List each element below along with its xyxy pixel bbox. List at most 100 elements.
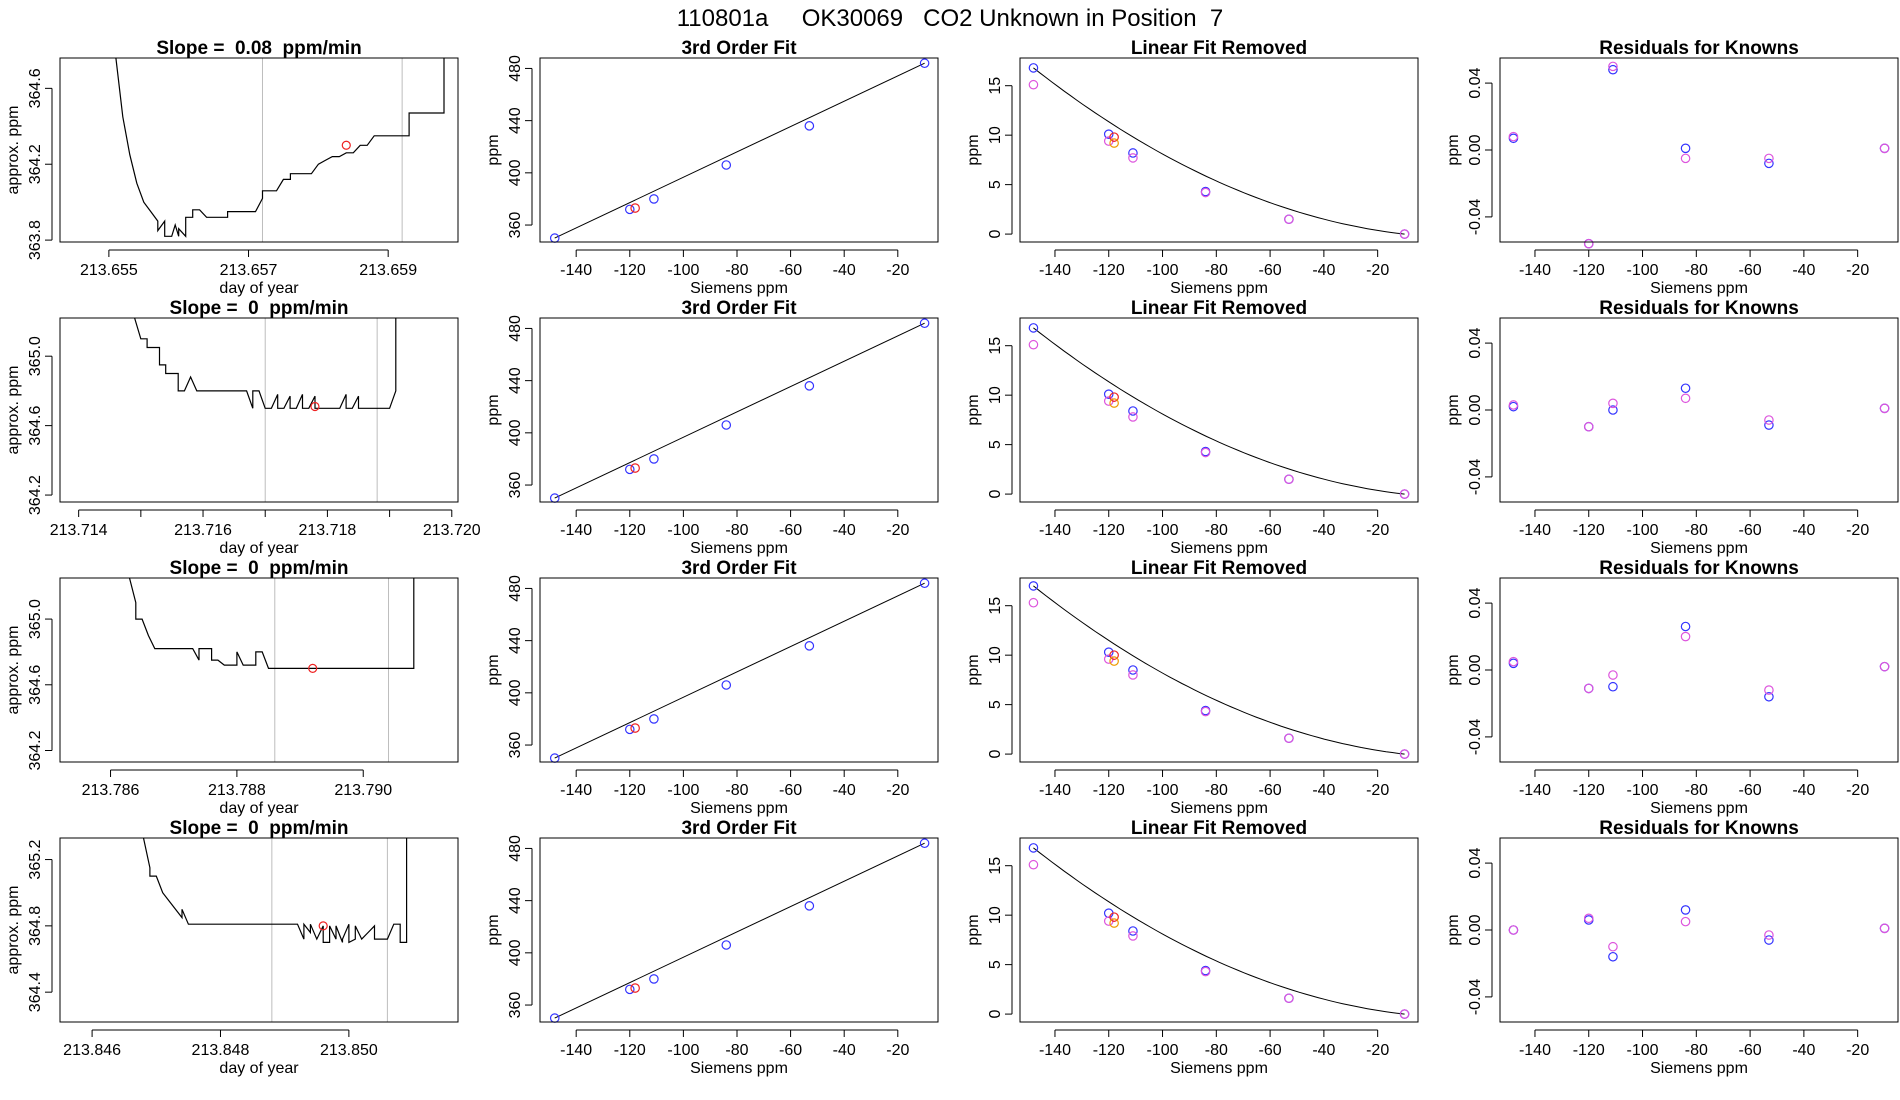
data-point bbox=[1680, 916, 1691, 927]
y-axis: 0 5 10 15 ppm bbox=[965, 597, 1013, 759]
y-tick-label: 0 bbox=[987, 1010, 1004, 1019]
panel-2-1: 213.714 213.716 213.718 213.720 day of year 3… bbox=[5, 298, 481, 557]
x-axis: -140 -120 -100 -80 -60 -40 -20 Siemens ppm bbox=[560, 769, 909, 817]
data-point bbox=[1508, 400, 1519, 410]
y-tick-label: 15 bbox=[987, 337, 1004, 355]
y-tick-label: 440 bbox=[507, 627, 524, 654]
x-tick-label: -60 bbox=[1739, 782, 1762, 799]
x-tick-label: -40 bbox=[1792, 522, 1815, 539]
y-tick-label: 15 bbox=[987, 597, 1004, 615]
data-point bbox=[1109, 918, 1119, 928]
x-tick-label: -80 bbox=[1205, 1042, 1228, 1059]
y-tick-label: 400 bbox=[507, 939, 524, 966]
plot-frame bbox=[1499, 577, 1899, 763]
panel-title: 3rd Order Fit bbox=[681, 38, 797, 59]
x-tick-label: 213.786 bbox=[82, 782, 140, 799]
y-tick-label: 5 bbox=[987, 440, 1004, 449]
data-point bbox=[630, 723, 640, 733]
panel-3-4: -140 -120 -100 -80 -60 -40 -20 Siemens ppm -0.04… bbox=[1445, 558, 1899, 817]
x-tick-label: -100 bbox=[1627, 782, 1659, 799]
x-tick-label: -40 bbox=[833, 1042, 856, 1059]
series-line bbox=[115, 58, 445, 238]
y-axis-label: approx. ppm bbox=[5, 626, 22, 715]
x-tick-label: -100 bbox=[667, 262, 699, 279]
data-point bbox=[1028, 339, 1039, 350]
data-point bbox=[1028, 79, 1039, 90]
data-point bbox=[1680, 621, 1691, 632]
x-axis-label: Siemens ppm bbox=[1650, 540, 1748, 557]
data-point bbox=[1128, 926, 1138, 936]
x-tick-label: -60 bbox=[1739, 262, 1762, 279]
y-tick-label: 440 bbox=[507, 107, 524, 134]
panel-title: Slope = 0.08 ppm/min bbox=[156, 38, 361, 59]
data-point bbox=[1028, 323, 1039, 333]
data-point bbox=[1200, 706, 1211, 717]
x-tick-label: -120 bbox=[1093, 1042, 1125, 1059]
fit-curve bbox=[1033, 327, 1405, 495]
data-point bbox=[804, 901, 815, 911]
y-tick-label: 365.0 bbox=[27, 599, 44, 639]
panel-4-4: -140 -120 -100 -80 -60 -40 -20 Siemens ppm -0.04… bbox=[1445, 818, 1899, 1077]
plot-frame bbox=[1499, 317, 1899, 503]
x-tick-label: -20 bbox=[886, 522, 909, 539]
x-tick-label: -40 bbox=[833, 522, 856, 539]
panel-title: Residuals for Knowns bbox=[1599, 298, 1799, 319]
data-point bbox=[1764, 685, 1774, 695]
y-tick-label: 400 bbox=[507, 159, 524, 186]
x-tick-label: -60 bbox=[779, 522, 802, 539]
panel-4-2: -140 -120 -100 -80 -60 -40 -20 Siemens ppm 360 40… bbox=[485, 818, 939, 1077]
y-tick-label: 0 bbox=[987, 750, 1004, 759]
x-tick-label: -20 bbox=[1846, 262, 1869, 279]
plot-frame bbox=[59, 837, 459, 1023]
plot-frame bbox=[539, 57, 939, 243]
x-axis-label: Siemens ppm bbox=[690, 800, 788, 817]
data-point bbox=[310, 401, 320, 412]
y-axis: -0.04 0.00 0.04 ppm bbox=[1445, 847, 1493, 1015]
y-axis: 360 400 440 480 ppm bbox=[485, 315, 533, 499]
x-tick-label: -140 bbox=[560, 1042, 592, 1059]
x-tick-label: -60 bbox=[1259, 262, 1282, 279]
y-axis: 364.2 364.6 365.0 approx. ppm bbox=[5, 336, 53, 515]
data-point bbox=[1109, 398, 1119, 408]
data-point bbox=[804, 381, 815, 391]
y-tick-label: 364.6 bbox=[27, 665, 44, 705]
x-axis: 213.714 213.716 213.718 213.720 day of year bbox=[50, 509, 481, 557]
panel-3-3: -140 -120 -100 -80 -60 -40 -20 Siemens ppm 0 5 10 1… bbox=[965, 558, 1419, 817]
x-tick-label: -120 bbox=[1573, 262, 1605, 279]
x-axis-label: Siemens ppm bbox=[1170, 1060, 1268, 1077]
y-tick-label: 364.6 bbox=[27, 406, 44, 446]
data-point bbox=[1128, 931, 1138, 941]
x-tick-label: -100 bbox=[1627, 522, 1659, 539]
data-point bbox=[1200, 447, 1211, 458]
panel-1-3: -140 -120 -100 -80 -60 -40 -20 Siemens ppm 0 5 10 1… bbox=[965, 38, 1419, 297]
y-axis: 360 400 440 480 ppm bbox=[485, 835, 533, 1018]
data-point bbox=[1680, 383, 1691, 394]
data-point bbox=[1028, 581, 1039, 591]
y-tick-label: 360 bbox=[507, 472, 524, 499]
plot-frame bbox=[59, 57, 459, 243]
x-tick-label: -80 bbox=[725, 262, 748, 279]
y-tick-label: 363.8 bbox=[27, 220, 44, 260]
x-axis: -140 -120 -100 -80 -60 -40 -20 Siemens ppm bbox=[1519, 1029, 1869, 1077]
x-tick-label: 213.655 bbox=[80, 262, 138, 279]
data-point bbox=[1583, 913, 1594, 924]
data-point bbox=[1128, 670, 1138, 680]
y-tick-label: 15 bbox=[987, 77, 1004, 95]
x-tick-label: -140 bbox=[560, 262, 592, 279]
y-tick-label: 364.2 bbox=[27, 730, 44, 770]
data-point bbox=[1608, 61, 1618, 72]
y-tick-label: 364.2 bbox=[27, 475, 44, 515]
data-point bbox=[1103, 389, 1114, 399]
panel-2-2: -140 -120 -100 -80 -60 -40 -20 Siemens ppm 360 40… bbox=[485, 298, 939, 557]
data-point bbox=[1764, 930, 1774, 940]
y-axis: -0.04 0.00 0.04 ppm bbox=[1445, 67, 1493, 235]
x-tick-label: -80 bbox=[1205, 522, 1228, 539]
data-point bbox=[1399, 229, 1410, 239]
data-point bbox=[1508, 656, 1519, 667]
x-tick-label: -40 bbox=[1792, 1042, 1815, 1059]
fit-curve bbox=[554, 62, 925, 239]
x-tick-label: 213.714 bbox=[50, 522, 108, 539]
